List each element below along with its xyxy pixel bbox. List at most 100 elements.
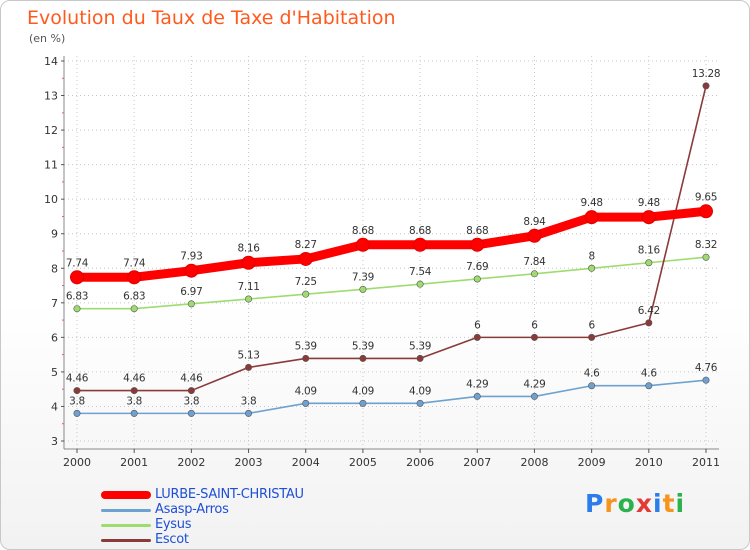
legend-item: LURBE-SAINT-CHRISTAU bbox=[101, 487, 401, 502]
data-point bbox=[588, 264, 596, 272]
data-point bbox=[702, 376, 710, 384]
data-point bbox=[702, 253, 710, 261]
data-label: 6.97 bbox=[180, 286, 202, 298]
data-point bbox=[302, 399, 310, 407]
data-label: 6 bbox=[588, 319, 595, 331]
data-point bbox=[645, 259, 653, 267]
x-tick-label: 2010 bbox=[635, 456, 663, 469]
legend-label: Eysus bbox=[155, 517, 192, 532]
data-point bbox=[302, 290, 310, 298]
data-label: 8.16 bbox=[237, 243, 260, 255]
data-label: 6 bbox=[474, 319, 481, 331]
data-point bbox=[588, 333, 596, 341]
data-point bbox=[416, 399, 424, 407]
x-tick-label: 2004 bbox=[292, 456, 320, 469]
x-tick-label: 2000 bbox=[63, 456, 91, 469]
chart-subtitle: (en %) bbox=[29, 32, 66, 45]
data-label: 4.09 bbox=[295, 385, 317, 397]
data-point bbox=[359, 354, 367, 362]
y-tick-label: 13 bbox=[44, 90, 58, 103]
data-label: 8.68 bbox=[466, 225, 488, 237]
data-label: 3.8 bbox=[126, 395, 142, 407]
data-label: 13.28 bbox=[692, 68, 721, 80]
data-label: 8.27 bbox=[295, 239, 317, 251]
logo-letter: o bbox=[617, 489, 636, 518]
data-point bbox=[359, 399, 367, 407]
data-label: 4.6 bbox=[584, 368, 600, 380]
data-label: 4.46 bbox=[66, 373, 89, 385]
data-point bbox=[359, 285, 367, 293]
data-point bbox=[584, 210, 599, 225]
data-label: 8.94 bbox=[523, 216, 546, 228]
legend-item: Asasp-Arros bbox=[101, 502, 401, 517]
data-label: 9.65 bbox=[695, 191, 717, 203]
data-point bbox=[302, 354, 310, 362]
y-tick-label: 6 bbox=[51, 331, 58, 344]
y-tick-label: 5 bbox=[51, 366, 58, 379]
data-point bbox=[245, 295, 253, 303]
logo-letter: t bbox=[662, 489, 676, 518]
legend-item: Eysus bbox=[101, 517, 401, 532]
data-label: 5.39 bbox=[352, 340, 374, 352]
data-point bbox=[245, 409, 253, 417]
data-label: 7.39 bbox=[352, 271, 374, 283]
data-point bbox=[413, 237, 428, 252]
legend-swatch bbox=[101, 524, 151, 527]
data-point bbox=[187, 409, 195, 417]
data-label: 3.8 bbox=[183, 395, 199, 407]
data-point bbox=[530, 333, 538, 341]
data-label: 7.74 bbox=[66, 257, 89, 269]
proxiti-logo: Proxiti bbox=[585, 489, 685, 518]
x-tick-label: 2009 bbox=[578, 456, 606, 469]
data-point bbox=[473, 275, 481, 283]
series-line bbox=[76, 85, 707, 392]
data-label: 4.46 bbox=[180, 373, 203, 385]
data-label: 7.74 bbox=[123, 257, 146, 269]
data-point bbox=[241, 255, 256, 270]
data-point bbox=[588, 382, 596, 390]
data-label: 4.29 bbox=[466, 378, 488, 390]
logo-letter: i bbox=[653, 489, 663, 518]
data-label: 3.8 bbox=[69, 395, 85, 407]
series-line bbox=[76, 256, 707, 310]
data-point bbox=[530, 392, 538, 400]
chart-legend: LURBE-SAINT-CHRISTAU Asasp-Arros Eysus Esco… bbox=[101, 487, 401, 547]
data-label: 8.32 bbox=[695, 239, 717, 251]
data-point bbox=[641, 210, 656, 225]
y-tick-label: 9 bbox=[51, 228, 58, 241]
legend-swatch bbox=[101, 509, 151, 512]
data-point bbox=[130, 409, 138, 417]
data-point bbox=[184, 263, 199, 278]
x-tick-label: 2011 bbox=[692, 456, 720, 469]
data-point bbox=[702, 82, 710, 90]
data-label: 7.11 bbox=[237, 281, 259, 293]
y-tick-label: 4 bbox=[51, 400, 58, 413]
legend-swatch bbox=[101, 539, 151, 542]
data-point bbox=[470, 237, 485, 252]
y-tick-label: 7 bbox=[51, 297, 58, 310]
data-label: 4.76 bbox=[695, 362, 718, 374]
data-label: 6.42 bbox=[638, 305, 660, 317]
x-tick-label: 2002 bbox=[177, 456, 205, 469]
data-label: 7.25 bbox=[295, 276, 317, 288]
data-label: 7.84 bbox=[523, 256, 546, 268]
data-point bbox=[130, 387, 138, 395]
data-label: 4.29 bbox=[523, 378, 545, 390]
data-label: 8 bbox=[588, 250, 594, 262]
y-tick-label: 8 bbox=[51, 262, 58, 275]
y-tick-label: 14 bbox=[44, 55, 58, 68]
data-point bbox=[298, 251, 313, 266]
data-point bbox=[73, 305, 81, 313]
data-label: 8.16 bbox=[638, 245, 661, 257]
data-point bbox=[473, 392, 481, 400]
logo-letter: x bbox=[635, 489, 653, 518]
data-point bbox=[416, 354, 424, 362]
chart-title: Evolution du Taux de Taxe d'Habitation bbox=[27, 7, 396, 29]
data-point bbox=[530, 270, 538, 278]
data-label: 4.09 bbox=[409, 385, 431, 397]
series-line bbox=[72, 206, 711, 282]
data-point bbox=[73, 409, 81, 417]
data-label: 6 bbox=[531, 319, 538, 331]
data-point bbox=[70, 270, 84, 285]
